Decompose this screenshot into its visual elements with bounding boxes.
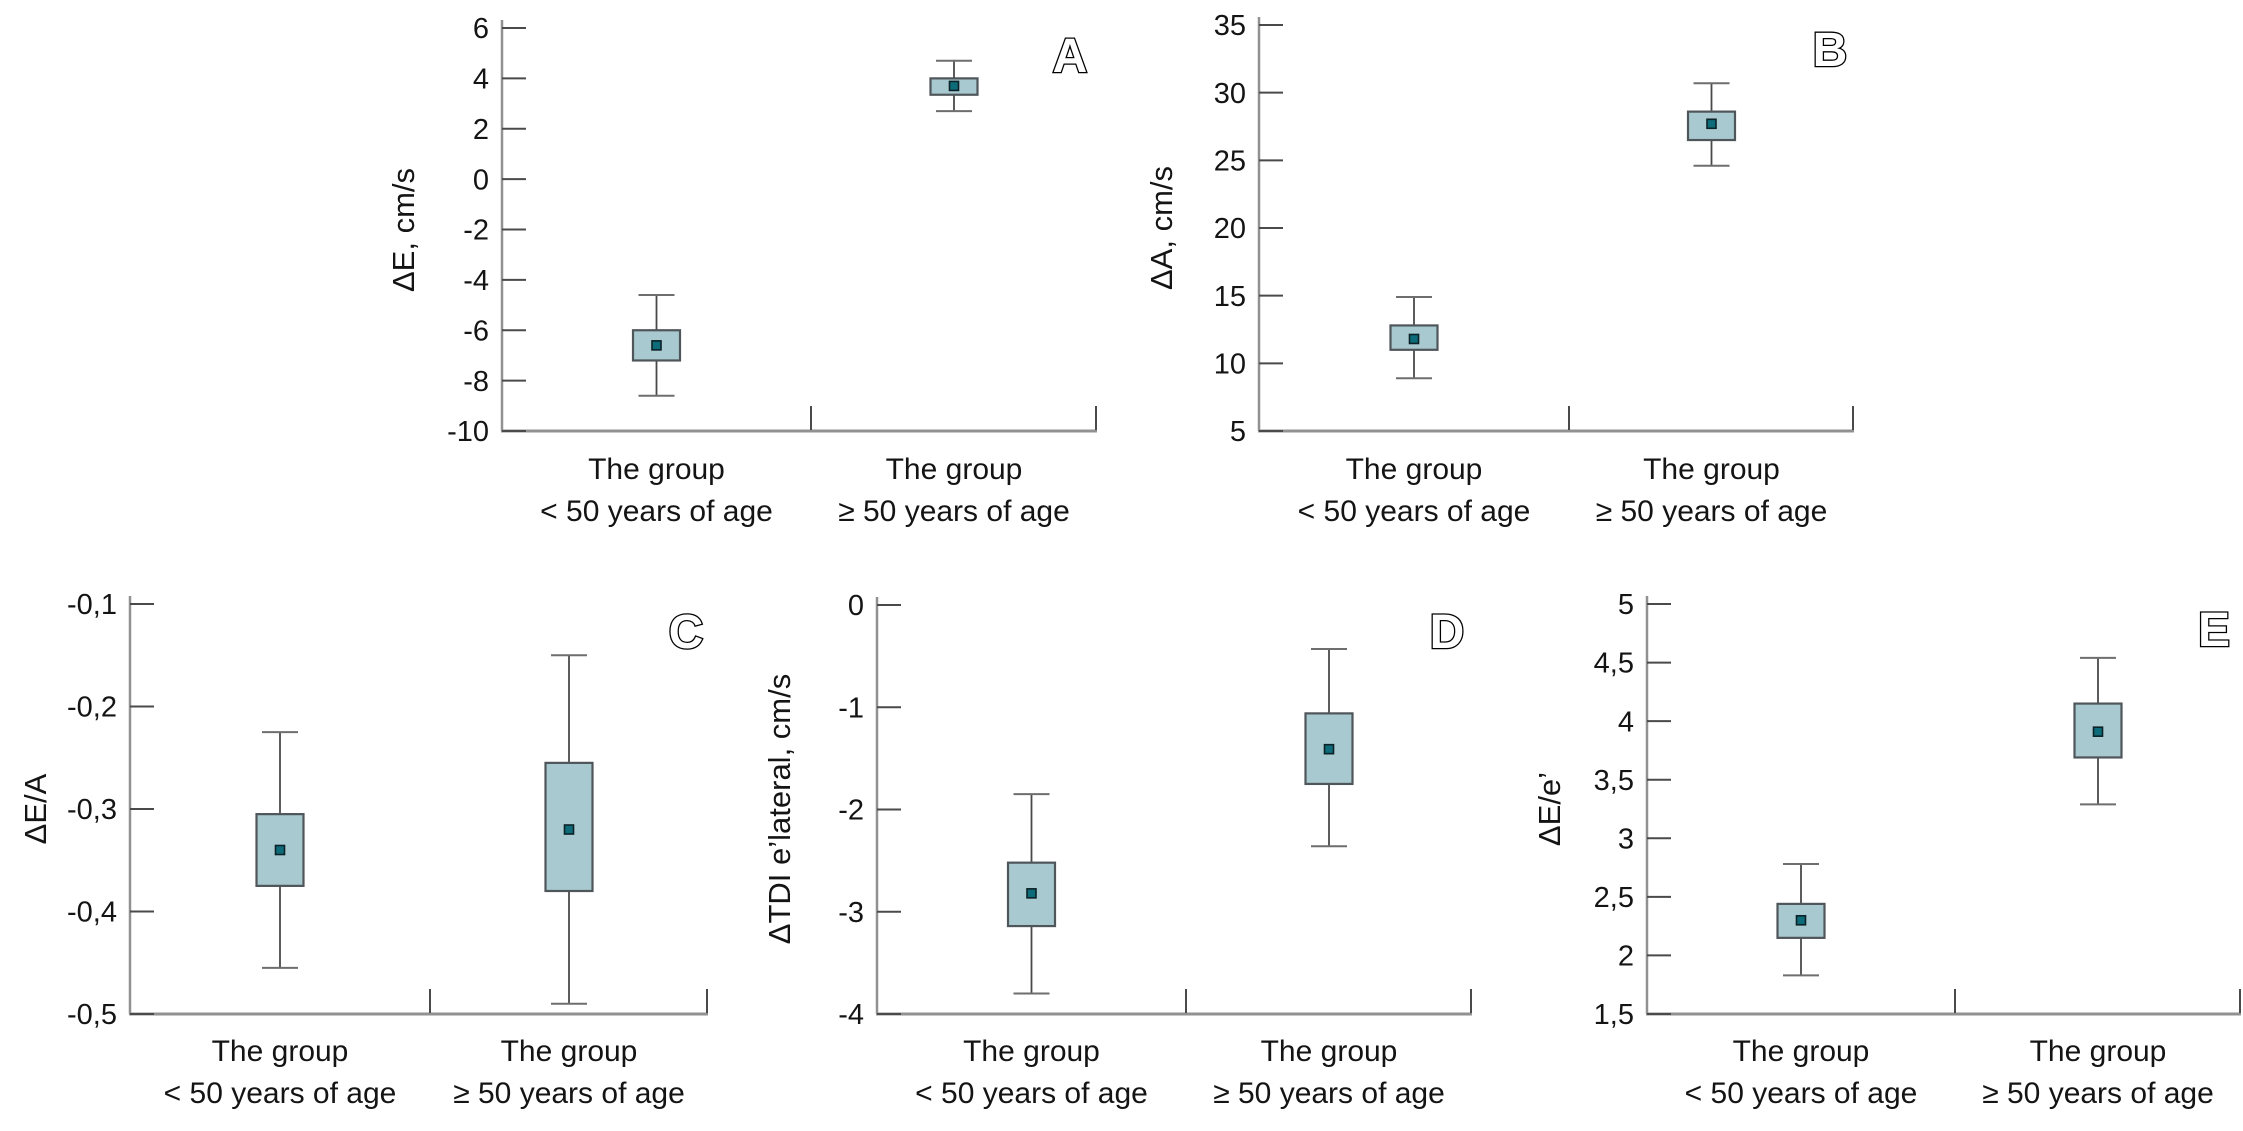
panel-c-y-tick-label: -0,1 <box>67 589 117 621</box>
panel-b-y-tick-label: 25 <box>1214 145 1246 177</box>
panel-b-y-tick-label: 35 <box>1214 10 1246 42</box>
panel-a-cat1-label-line2: < 50 years of age <box>540 495 773 528</box>
panel-a-y-tick-label: -2 <box>463 215 489 247</box>
panel-e-median-marker-1 <box>1795 914 1807 926</box>
panel-c-median-marker-2 <box>563 824 575 835</box>
panel-c-cat1-label-line2: < 50 years of age <box>164 1077 397 1110</box>
panel-a-y-tick-label: -4 <box>463 265 489 297</box>
panel-e-y-tick-label: 1,5 <box>1594 999 1634 1031</box>
panel-b: 35 30 25 20 15 10 5 ΔA, cm/s B The group < 50 year… <box>1144 10 1854 528</box>
panel-e-y-tick-label: 2,5 <box>1594 882 1634 914</box>
panel-d-median-marker-1 <box>1026 888 1037 899</box>
panel-a-y-tick-label: 6 <box>473 13 489 45</box>
panel-d-y-tick-label: 0 <box>848 590 864 622</box>
panel-d-cat1-label-line2: < 50 years of age <box>915 1077 1148 1110</box>
panel-c-y-tick-label: -0,5 <box>67 999 117 1031</box>
panel-e-cat1-label-line2: < 50 years of age <box>1685 1077 1918 1110</box>
panel-b-letter: B <box>1813 24 1848 77</box>
panel-e: 5 4,5 4 3,5 3 2,5 2 1,5 ΔE/e’ E The group < 50 year… <box>1532 589 2241 1110</box>
panel-a-y-axis-label: ΔE, cm/s <box>386 168 421 292</box>
panel-b-y-tick-label: 15 <box>1214 281 1246 313</box>
panel-b-median-marker-2 <box>1706 118 1717 130</box>
panel-d-cat1-label-line1: The group <box>963 1035 1100 1068</box>
panel-b-median-marker-1 <box>1408 333 1420 345</box>
panel-e-y-tick-label: 5 <box>1618 589 1634 621</box>
panel-a-cat2-label-line2: ≥ 50 years of age <box>838 495 1070 528</box>
panel-e-median-marker-2 <box>2092 726 2104 737</box>
panel-c: -0,1 -0,2 -0,3 -0,4 -0,5 ΔE/A C The group < 50 y… <box>18 589 708 1110</box>
panel-a-cat1-label-line1: The group <box>588 453 725 486</box>
panel-a-y-tick-label: -8 <box>463 366 489 398</box>
panel-a-letter: A <box>1053 30 1088 83</box>
panel-a-median-marker-1 <box>651 340 662 351</box>
panel-e-y-tick-label: 3,5 <box>1594 765 1634 797</box>
panel-b-cat1-label-line1: The group <box>1346 453 1483 486</box>
panel-e-cat2-label-line2: ≥ 50 years of age <box>1982 1077 2214 1110</box>
panel-d-median-marker-2 <box>1323 743 1335 755</box>
panel-c-cat2-label-line2: ≥ 50 years of age <box>453 1077 685 1110</box>
panel-a-y-tick-label: -10 <box>447 416 489 448</box>
panel-e-cat2-label-line1: The group <box>2030 1035 2167 1068</box>
panel-d-cat2-label-line2: ≥ 50 years of age <box>1213 1077 1445 1110</box>
panel-a-y-tick-label: 0 <box>473 164 489 196</box>
panel-b-cat2-label-line1: The group <box>1643 453 1780 486</box>
panel-e-y-tick-label: 2 <box>1618 941 1634 973</box>
panel-d-y-axis-label: ΔTDI e’lateral, cm/s <box>762 674 797 944</box>
panel-e-y-tick-label: 4 <box>1618 706 1634 738</box>
panel-e-y-tick-label: 3 <box>1618 823 1634 855</box>
panel-c-y-tick-label: -0,2 <box>67 692 117 724</box>
panel-a-cat2-label-line1: The group <box>886 453 1023 486</box>
panel-b-cat1-label-line2: < 50 years of age <box>1298 495 1531 528</box>
panel-c-median-marker-1 <box>274 844 286 856</box>
panel-a-y-tick-label: 4 <box>473 64 489 96</box>
panel-d-y-tick-label: -4 <box>838 999 864 1031</box>
panel-b-y-tick-label: 10 <box>1214 348 1246 380</box>
panel-c-cat2-label-line1: The group <box>501 1035 638 1068</box>
panel-d-y-tick-label: -2 <box>838 795 864 827</box>
panel-c-y-tick-label: -0,3 <box>67 794 117 826</box>
panel-c-y-tick-label: -0,4 <box>67 897 117 929</box>
panel-a-y-tick-label: -6 <box>463 315 489 347</box>
panel-b-cat2-label-line2: ≥ 50 years of age <box>1596 495 1828 528</box>
panel-a-y-tick-label: 2 <box>473 114 489 146</box>
panel-e-letter: E <box>2198 604 2230 657</box>
panel-b-y-tick-label: 20 <box>1214 213 1246 245</box>
panel-c-letter: C <box>669 606 704 659</box>
panel-d-letter: D <box>1430 606 1465 659</box>
panel-a-median-marker-2 <box>948 80 960 92</box>
panel-b-y-axis-label: ΔA, cm/s <box>1144 166 1179 290</box>
panel-a: 6 4 2 0 -2 -4 -6 -8 -10 ΔE, cm/s A The group < 50 ye… <box>386 13 1097 528</box>
panel-e-y-tick-label: 4,5 <box>1594 648 1634 680</box>
panel-d-y-tick-label: -1 <box>838 692 864 724</box>
panel-d-y-tick-label: -3 <box>838 897 864 929</box>
panel-e-y-axis-label: ΔE/e’ <box>1532 772 1567 846</box>
panel-b-y-tick-label: 5 <box>1230 416 1246 448</box>
panel-c-cat1-label-line1: The group <box>212 1035 349 1068</box>
panel-e-cat1-label-line1: The group <box>1733 1035 1870 1068</box>
panel-b-y-tick-label: 30 <box>1214 78 1246 110</box>
panel-d-cat2-label-line1: The group <box>1261 1035 1398 1068</box>
panel-d: 0 -1 -2 -3 -4 ΔTDI e’lateral, cm/s D The group <… <box>762 590 1472 1110</box>
panel-c-y-axis-label: ΔE/A <box>18 773 53 844</box>
